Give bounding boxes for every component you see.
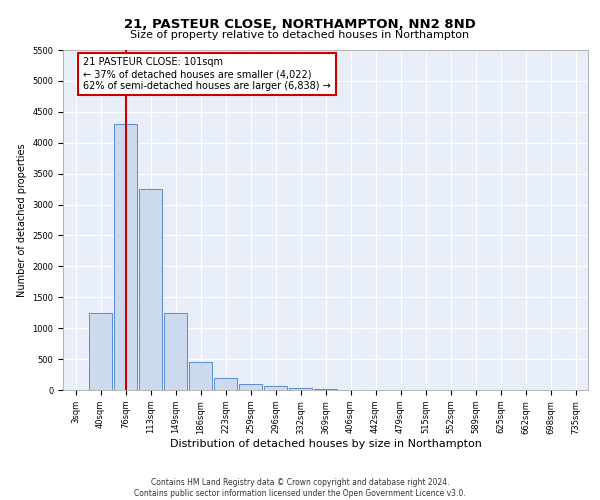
Bar [264, 386, 287, 390]
Bar [214, 378, 237, 390]
Bar [239, 384, 262, 390]
Bar [89, 312, 112, 390]
Text: 21, PASTEUR CLOSE, NORTHAMPTON, NN2 8ND: 21, PASTEUR CLOSE, NORTHAMPTON, NN2 8ND [124, 18, 476, 30]
Bar [114, 124, 137, 390]
Bar [189, 362, 212, 390]
Bar [164, 312, 187, 390]
Y-axis label: Number of detached properties: Number of detached properties [17, 143, 26, 297]
X-axis label: Distribution of detached houses by size in Northampton: Distribution of detached houses by size … [170, 439, 481, 449]
Text: Contains HM Land Registry data © Crown copyright and database right 2024.
Contai: Contains HM Land Registry data © Crown c… [134, 478, 466, 498]
Text: Size of property relative to detached houses in Northampton: Size of property relative to detached ho… [130, 30, 470, 40]
Bar [139, 189, 162, 390]
Text: 21 PASTEUR CLOSE: 101sqm
← 37% of detached houses are smaller (4,022)
62% of sem: 21 PASTEUR CLOSE: 101sqm ← 37% of detach… [83, 58, 331, 90]
Bar [289, 388, 312, 390]
